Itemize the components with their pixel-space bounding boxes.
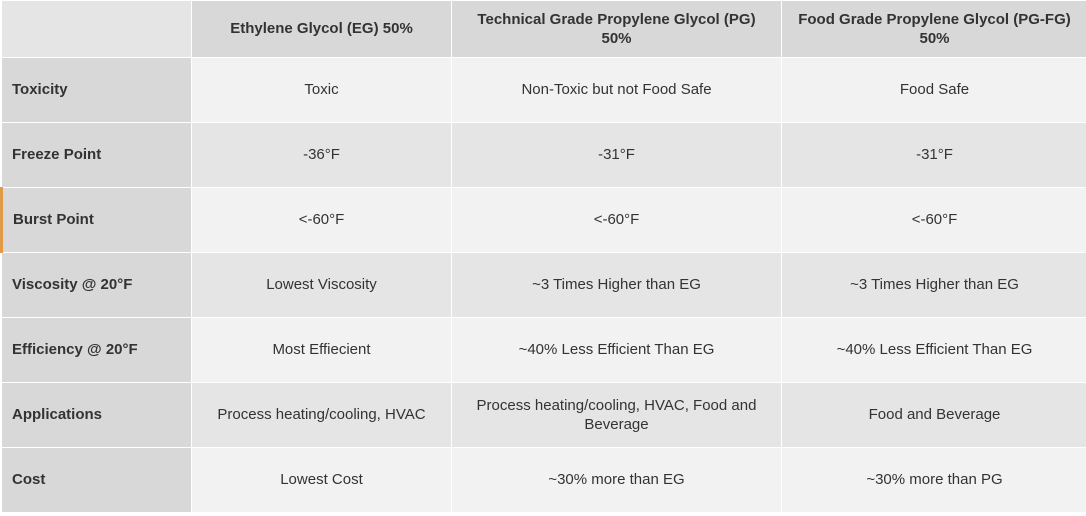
- header-pgfg-label: Food Grade Propylene Glycol (PG-FG) 50%: [782, 1, 1086, 57]
- cell-pg: Process heating/cooling, HVAC, Food and …: [452, 383, 782, 448]
- cell-eg: Most Effiecient: [192, 318, 452, 383]
- header-row: Ethylene Glycol (EG) 50% Technical Grade…: [2, 1, 1086, 58]
- cell-pgfg: ~40% Less Efficient Than EG: [782, 318, 1086, 383]
- cell-eg: Lowest Viscosity: [192, 253, 452, 318]
- row-label-cell: Burst Point: [2, 188, 192, 253]
- cell-pgfg: Food Safe: [782, 58, 1086, 123]
- header-cell-pgfg: Food Grade Propylene Glycol (PG-FG) 50%: [782, 1, 1086, 58]
- table-row: Freeze Point-36°F-31°F-31°F: [2, 123, 1086, 188]
- cell-value: <-60°F: [782, 188, 1086, 252]
- cell-pg: -31°F: [452, 123, 782, 188]
- cell-value: -36°F: [192, 123, 451, 187]
- cell-value: Process heating/cooling, HVAC: [192, 383, 451, 447]
- row-label-cell: Cost: [2, 448, 192, 513]
- cell-value: Food and Beverage: [782, 383, 1086, 447]
- row-label-cell: Freeze Point: [2, 123, 192, 188]
- cell-eg: Toxic: [192, 58, 452, 123]
- cell-pgfg: ~3 Times Higher than EG: [782, 253, 1086, 318]
- table-row: ApplicationsProcess heating/cooling, HVA…: [2, 383, 1086, 448]
- header-pg-label: Technical Grade Propylene Glycol (PG) 50…: [452, 1, 781, 57]
- row-label-cell: Applications: [2, 383, 192, 448]
- header-cell-pg: Technical Grade Propylene Glycol (PG) 50…: [452, 1, 782, 58]
- cell-value: Toxic: [192, 58, 451, 122]
- cell-value: ~40% Less Efficient Than EG: [452, 318, 781, 382]
- cell-eg: Process heating/cooling, HVAC: [192, 383, 452, 448]
- cell-pgfg: Food and Beverage: [782, 383, 1086, 448]
- cell-value: <-60°F: [452, 188, 781, 252]
- cell-value: ~30% more than EG: [452, 448, 781, 512]
- cell-value: -31°F: [782, 123, 1086, 187]
- cell-value: ~30% more than PG: [782, 448, 1086, 512]
- table-row: Viscosity @ 20°FLowest Viscosity~3 Times…: [2, 253, 1086, 318]
- row-label: Efficiency @ 20°F: [2, 318, 191, 382]
- table-row: Burst Point<-60°F<-60°F<-60°F: [2, 188, 1086, 253]
- cell-pg: ~30% more than EG: [452, 448, 782, 513]
- table-row: Efficiency @ 20°FMost Effiecient~40% Les…: [2, 318, 1086, 383]
- row-label: Toxicity: [2, 58, 191, 122]
- cell-pg: ~40% Less Efficient Than EG: [452, 318, 782, 383]
- cell-pg: <-60°F: [452, 188, 782, 253]
- cell-value: -31°F: [452, 123, 781, 187]
- cell-value: Lowest Viscosity: [192, 253, 451, 317]
- cell-pgfg: ~30% more than PG: [782, 448, 1086, 513]
- cell-value: Process heating/cooling, HVAC, Food and …: [452, 383, 781, 447]
- table-row: ToxicityToxicNon-Toxic but not Food Safe…: [2, 58, 1086, 123]
- row-label: Cost: [2, 448, 191, 512]
- table-body: ToxicityToxicNon-Toxic but not Food Safe…: [2, 58, 1086, 513]
- cell-value: ~40% Less Efficient Than EG: [782, 318, 1086, 382]
- cell-pg: Non-Toxic but not Food Safe: [452, 58, 782, 123]
- row-label: Burst Point: [3, 188, 191, 252]
- cell-pgfg: <-60°F: [782, 188, 1086, 253]
- cell-value: Non-Toxic but not Food Safe: [452, 58, 781, 122]
- row-label: Applications: [2, 383, 191, 447]
- row-label-cell: Efficiency @ 20°F: [2, 318, 192, 383]
- header-cell-blank: [2, 1, 192, 58]
- cell-value: <-60°F: [192, 188, 451, 252]
- cell-value: Food Safe: [782, 58, 1086, 122]
- header-cell-eg: Ethylene Glycol (EG) 50%: [192, 1, 452, 58]
- glycol-comparison-table: Ethylene Glycol (EG) 50% Technical Grade…: [0, 0, 1086, 513]
- cell-eg: <-60°F: [192, 188, 452, 253]
- cell-eg: -36°F: [192, 123, 452, 188]
- cell-value: ~3 Times Higher than EG: [782, 253, 1086, 317]
- header-eg-label: Ethylene Glycol (EG) 50%: [192, 1, 451, 57]
- cell-value: ~3 Times Higher than EG: [452, 253, 781, 317]
- comparison-table: Ethylene Glycol (EG) 50% Technical Grade…: [0, 0, 1086, 513]
- row-label-cell: Viscosity @ 20°F: [2, 253, 192, 318]
- cell-eg: Lowest Cost: [192, 448, 452, 513]
- cell-pgfg: -31°F: [782, 123, 1086, 188]
- table-row: CostLowest Cost~30% more than EG~30% mor…: [2, 448, 1086, 513]
- cell-value: Lowest Cost: [192, 448, 451, 512]
- cell-pg: ~3 Times Higher than EG: [452, 253, 782, 318]
- row-label-cell: Toxicity: [2, 58, 192, 123]
- cell-value: Most Effiecient: [192, 318, 451, 382]
- row-label: Freeze Point: [2, 123, 191, 187]
- row-label: Viscosity @ 20°F: [2, 253, 191, 317]
- header-blank-label: [2, 1, 191, 57]
